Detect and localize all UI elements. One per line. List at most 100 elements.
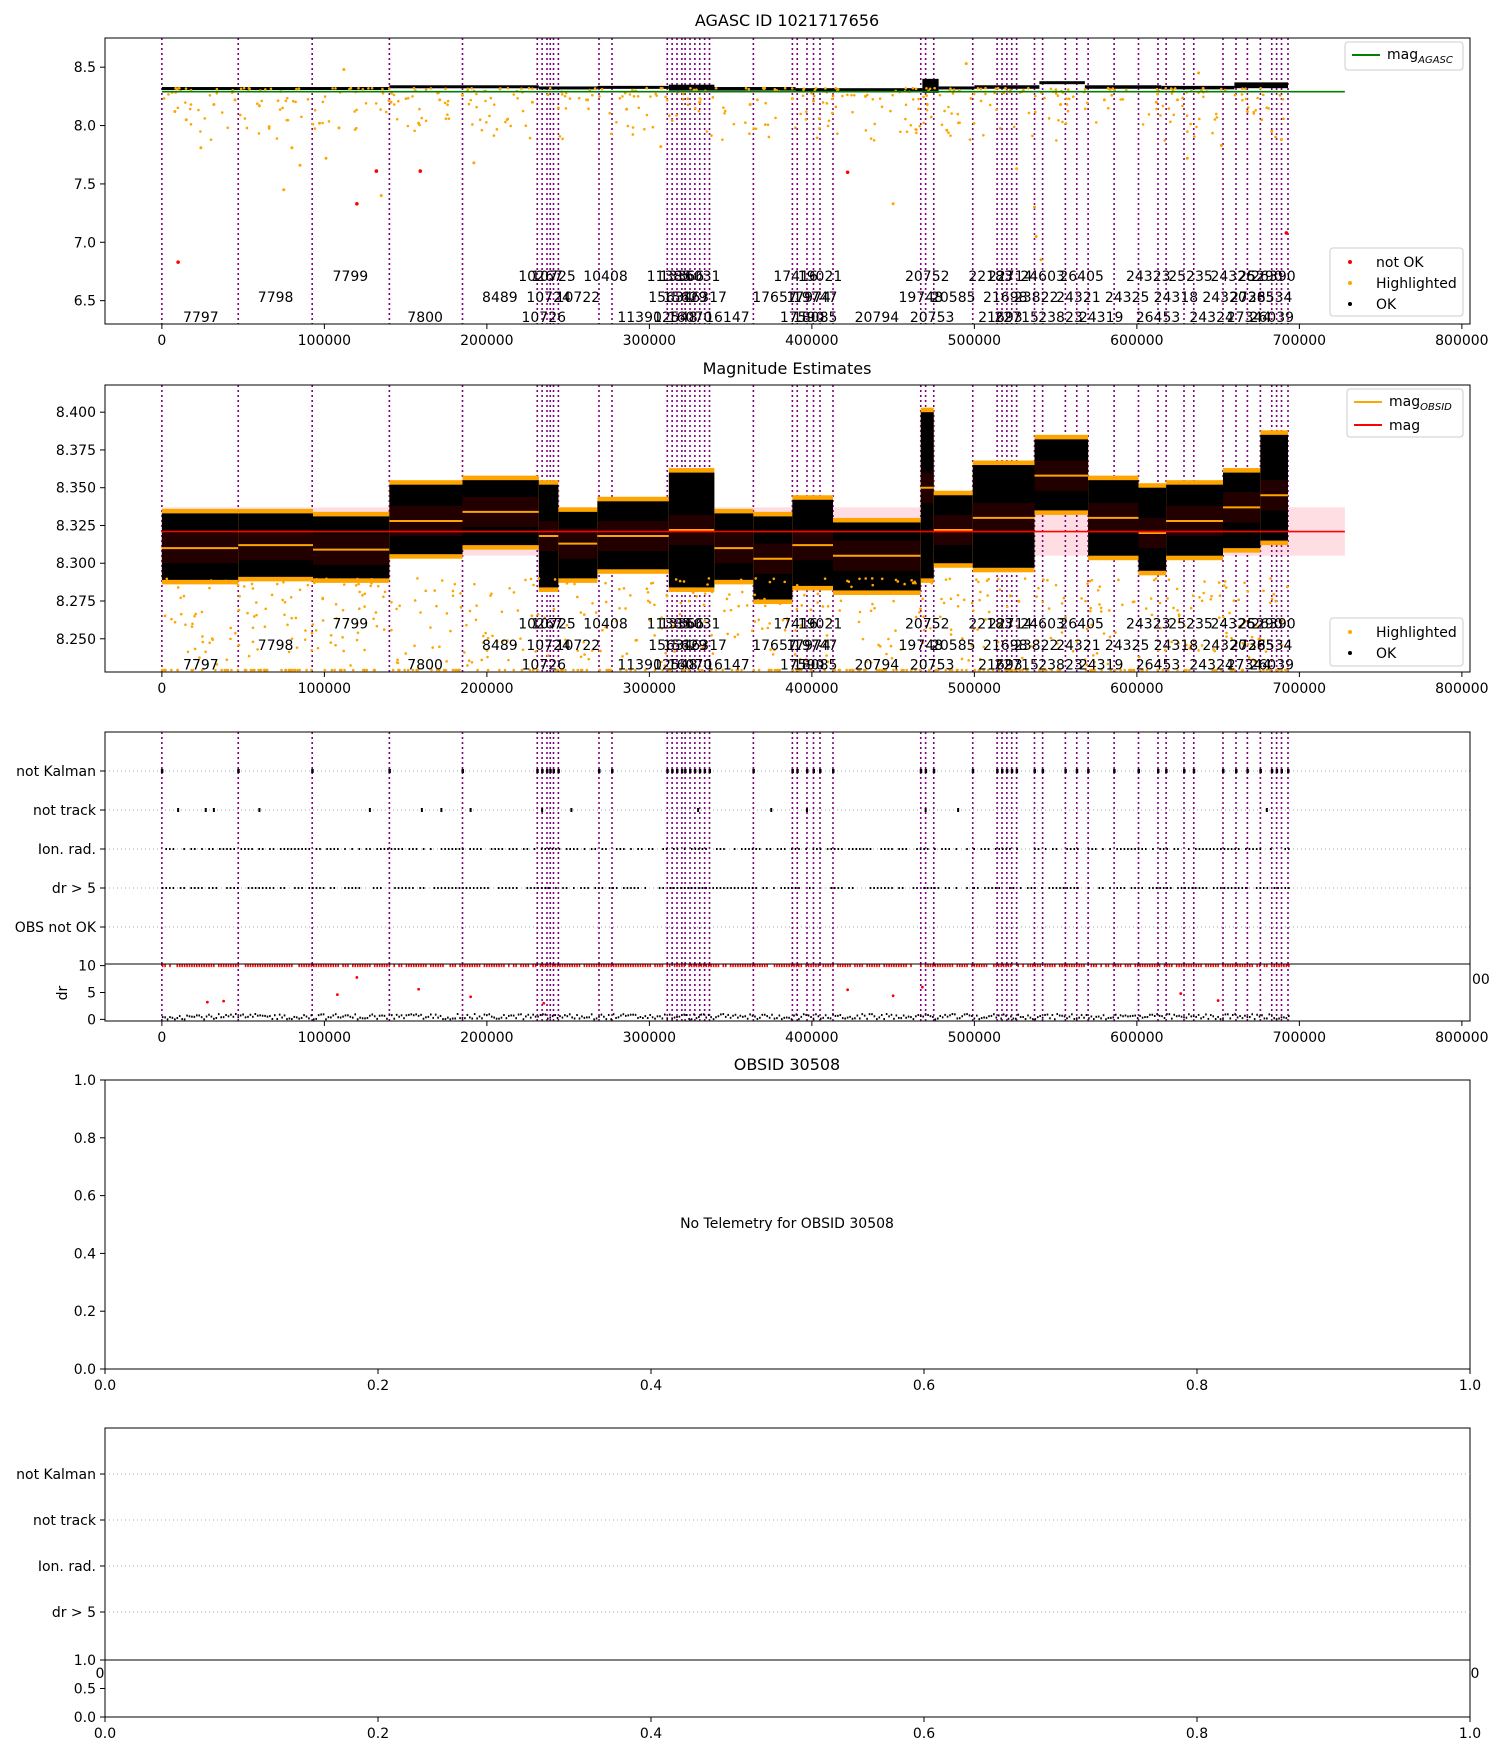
p3-not-kalman-mark — [1041, 769, 1045, 773]
p2-highlighted-point — [369, 584, 372, 588]
p3-dr-mark — [394, 887, 396, 889]
p2-highlighted-point — [976, 628, 979, 631]
p6-category-label: not track — [33, 1513, 97, 1529]
p1-highlighted-point — [763, 123, 767, 126]
p4-dr-point — [1217, 1015, 1219, 1018]
p1-highlighted-point — [1054, 88, 1058, 91]
p4-dr-point — [902, 1014, 905, 1017]
p2-highlighted-point — [546, 654, 550, 657]
p3-not-track-mark — [212, 808, 215, 812]
p2-highlighted-point — [433, 589, 437, 592]
p2-highlighted-point — [1140, 668, 1143, 672]
p1-highlighted-point — [387, 87, 391, 91]
p4-dr-point — [861, 1013, 864, 1016]
p4-dr-point — [1088, 1017, 1090, 1020]
p2-highlighted-point — [861, 637, 865, 641]
p2-highlighted-point — [663, 664, 667, 667]
p2-obsid-label: 10726 — [521, 657, 566, 673]
p2-highlighted-point — [795, 668, 799, 672]
p3-ion-rad-mark — [794, 848, 797, 850]
p2-highlighted-point — [1021, 668, 1024, 672]
p4-dr-point — [1107, 1016, 1110, 1019]
p4-dr-point — [644, 1015, 647, 1018]
p3-not-kalman-mark — [1033, 769, 1036, 773]
p2-highlighted-point — [252, 615, 256, 618]
p2-highlighted-point — [209, 579, 213, 582]
p4-dr-point — [422, 1017, 425, 1020]
p3-ion-rad-mark — [791, 848, 793, 850]
p2-obsid-label: 21698 — [983, 638, 1028, 654]
p4-dr-point — [944, 1013, 946, 1016]
p4-dr-point — [551, 1015, 554, 1018]
p3-dr-mark — [179, 887, 182, 889]
p3-ion-rad-mark — [1141, 848, 1144, 850]
p1-highlighted-point — [406, 96, 410, 100]
p4-dr-point — [705, 1016, 708, 1019]
p2-obsid-label: 19748 — [898, 638, 943, 654]
p1-highlighted-point — [387, 99, 391, 102]
p1-highlighted-point — [546, 93, 550, 97]
p2-highlighted-point — [1089, 609, 1092, 613]
p2-highlighted-point — [625, 668, 628, 672]
p2-highlighted-point — [193, 614, 196, 618]
p4-dr-clipped-point — [493, 964, 495, 968]
p3-ion-rad-mark — [476, 848, 479, 850]
p4-dr-clipped-point — [1188, 964, 1190, 968]
p4-dr-point — [410, 1013, 413, 1016]
p1-highlighted-point — [564, 107, 568, 110]
p2-highlighted-point — [579, 611, 583, 614]
p3-dr-mark — [269, 887, 271, 889]
p2-obsid-label: 24318 — [1154, 638, 1199, 654]
p4-dr-clipped-point — [454, 964, 456, 968]
p3-not-kalman-mark — [237, 769, 240, 773]
p4-dr-clipped-point — [1231, 964, 1234, 968]
p2-highlighted-point — [899, 648, 903, 652]
p1-ok-points — [538, 86, 598, 90]
p3-not-kalman-mark — [752, 769, 755, 773]
p4-dr-point — [1280, 1016, 1283, 1019]
p3-ion-rad-mark — [555, 848, 557, 850]
p2-highlighted-point — [1018, 668, 1022, 672]
p3-ion-rad-mark — [283, 848, 286, 850]
p1-highlighted-point — [1164, 86, 1168, 90]
p3-dr-mark — [469, 887, 471, 889]
p4-dr-point — [749, 1013, 751, 1016]
p3-dr-mark — [229, 887, 232, 889]
p2-highlighted-point — [264, 607, 268, 611]
p4-dr-point — [578, 1017, 581, 1020]
p1-highlighted-point — [918, 124, 922, 128]
p4-dr-point — [1146, 1016, 1149, 1019]
p4-dr-point — [437, 1016, 439, 1019]
p2-highlighted-point — [682, 580, 686, 583]
p2-highlighted-point — [516, 609, 520, 612]
p2-highlighted-point — [501, 639, 505, 643]
p4-dr-clipped-point — [551, 964, 554, 968]
p2-highlighted-point — [298, 588, 302, 592]
p2-highlighted-point — [766, 626, 770, 630]
p4-dr-point — [720, 1013, 722, 1016]
p2-highlighted-point — [687, 599, 691, 603]
p3-not-kalman-mark — [1005, 769, 1009, 773]
p2-highlighted-point — [1230, 636, 1233, 640]
p3-dr-mark — [630, 887, 632, 889]
p3-dr-mark — [169, 887, 171, 889]
p2-highlighted-point — [329, 641, 333, 644]
p2-highlighted-point — [797, 668, 801, 672]
p2-highlighted-point — [1264, 650, 1268, 653]
p4-dr-clipped-point — [949, 964, 951, 968]
p4-dr-point — [517, 1013, 520, 1016]
p3-dr-mark — [547, 887, 550, 889]
p2-highlighted-point — [1086, 627, 1089, 631]
p2-highlighted-point — [176, 586, 180, 589]
p3-not-track-mark — [368, 808, 371, 812]
p1-highlighted-point — [836, 132, 839, 135]
p3-ion-rad-mark — [994, 848, 997, 850]
p7-xtick-label: 0.0 — [94, 1726, 116, 1742]
p2-highlighted-point — [536, 612, 540, 616]
p2-highlighted-point — [1220, 668, 1223, 672]
p3-ion-rad-mark — [619, 848, 622, 850]
p4-dr-clipped-point — [361, 964, 364, 968]
p4-dr-point — [225, 1013, 227, 1016]
p4-dr-clipped-point — [676, 964, 678, 968]
